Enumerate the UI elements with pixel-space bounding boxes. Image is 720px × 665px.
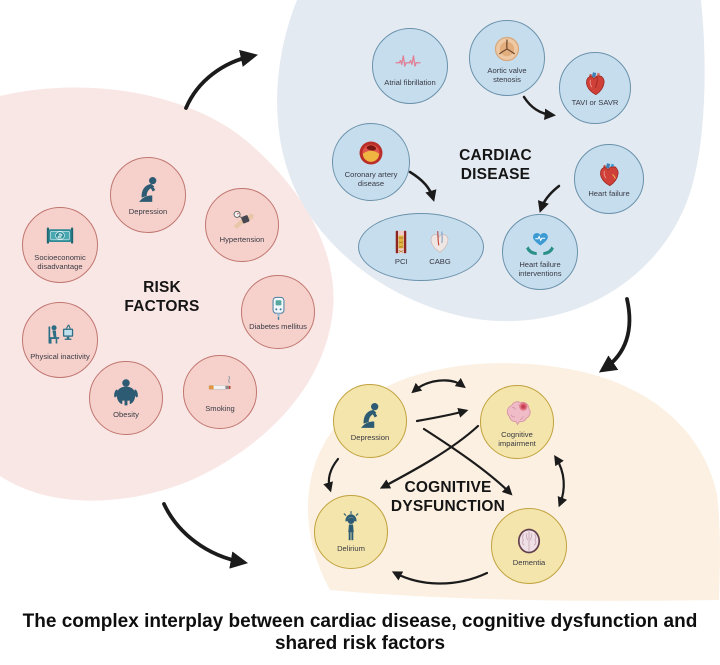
node-label: Depression [128,207,168,217]
node-label: Aortic valve stenosis [487,65,527,84]
node-cardiac-aortic-valve-stenosis: Aortic valve stenosis [469,20,545,96]
stent-artery-icon [395,230,407,254]
arrow-depression-to-delirium [323,457,340,493]
node-cardiac-hf-interventions: Heart failure interventions [502,214,578,290]
arrow-cad-to-pci-cabg [408,170,437,202]
node-risk-obesity: Obesity [89,361,163,435]
cognitive-dysfunction-title: COGNITIVE DYSFUNCTION [390,479,506,515]
brain-lesion-icon [506,401,531,426]
node-label: Socioeconomic disadvantage [34,252,86,271]
node-risk-diabetes: Diabetes mellitus [241,275,315,349]
brain-slice-icon [517,528,541,554]
node-label: Obesity [113,410,139,420]
node-label: Delirium [337,544,365,554]
node-label: CABG [429,257,451,267]
aortic-valve-icon [494,36,520,61]
arrow-depression-to-dementia [422,427,513,496]
arrow-cogimpairment-dementia-double [554,455,568,508]
arrow-aortic-to-tavi [522,95,557,121]
heart-anatomical-icon [585,71,604,95]
pci-item: PCI [386,227,416,267]
arrow-cardiac-to-cognitive [598,297,632,373]
node-cog-depression: Depression [333,384,407,458]
arrow-cogimpairment-to-delirium [379,424,480,489]
caption: The complex interplay between cardiac di… [22,611,698,655]
node-label: Heart failure interventions [518,259,562,278]
node-label: TAVI or SAVR [571,97,619,107]
arrow-hf-to-interventions [537,184,561,213]
node-label: Heart failure [588,188,630,198]
arrow-depression-cogimpairment-double [411,378,466,394]
node-label: Dementia [512,558,546,568]
node-cog-cognitive-impairment: Cognitive impairment [480,385,554,459]
node-cardiac-heart-failure: Heart failure [574,144,644,214]
ecg-trace-icon [395,55,421,67]
arrow-dementia-to-delirium [391,571,489,585]
node-label: Atrial fibrillation [384,78,436,88]
node-cardiac-atrial-fibrillation: Atrial fibrillation [372,28,448,104]
distressed-person-icon [343,511,359,541]
person-watching-tv-icon [48,324,74,344]
blood-pressure-cuff-icon [233,210,254,229]
cognitive-dysfunction-blob [307,363,720,601]
artery-plaque-icon [359,141,383,165]
glucose-meter-icon [272,296,284,320]
cardiac-disease-title: CARDIAC DISEASE [459,147,532,183]
depressed-person-icon [139,177,157,203]
node-label: Coronary artery disease [344,169,398,188]
arrow-risk-to-cognitive [162,502,249,569]
node-label: PCI [394,257,408,267]
node-cardiac-coronary-artery-disease: Coronary artery disease [332,123,410,201]
node-cardiac-pci-cabg: PCI CABG [358,213,484,281]
heart-anatomical-icon [599,162,618,186]
node-risk-physical-inactivity: Physical inactivity [22,302,98,378]
bypass-graft-heart-icon [430,231,449,253]
node-label: Physical inactivity [30,352,90,362]
risk-factors-title: RISK FACTORS [124,279,200,315]
arrow-depression-to-cogimpairment [415,407,469,423]
node-label: Depression [350,433,390,443]
cabg-item: CABG [424,227,456,267]
hands-holding-heart-icon [526,232,554,255]
node-risk-depression: Depression [110,157,186,233]
obese-person-icon [114,379,138,406]
node-cog-delirium: Delirium [314,495,388,569]
money-banknote-icon [46,227,74,244]
arrow-risk-to-cardiac [184,49,258,110]
node-cardiac-tavi-savr: TAVI or SAVR [559,52,631,124]
node-label: Smoking [205,404,235,414]
node-label: Hypertension [219,234,265,244]
node-label: Diabetes mellitus [249,321,307,331]
depressed-person-icon [361,403,379,429]
node-risk-socioeconomic: Socioeconomic disadvantage [22,207,98,283]
node-risk-hypertension: Hypertension [205,188,279,262]
node-risk-smoking: Smoking [183,355,257,429]
node-cog-dementia: Dementia [491,508,567,584]
cigarette-icon [208,375,231,390]
node-label: Cognitive impairment [498,429,536,448]
